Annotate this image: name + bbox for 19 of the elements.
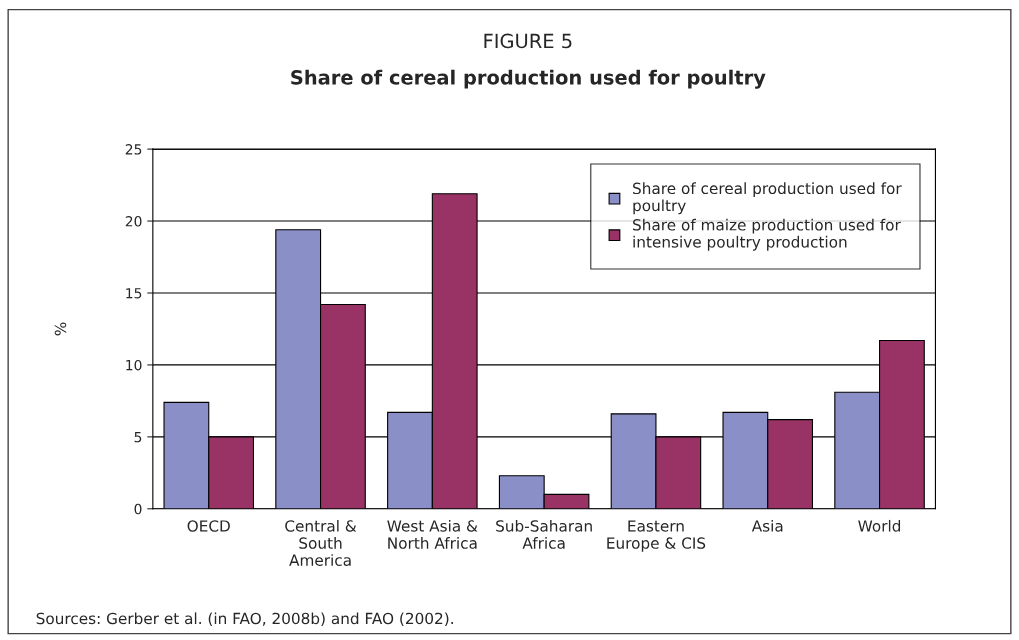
y-tick-label: 10	[126, 359, 142, 371]
y-tick-label: 5	[134, 432, 142, 443]
source-note: Sources: Gerber et al. (in FAO, 2008b) and FAO (2002).	[36, 612, 453, 627]
y-axis-title: %	[54, 322, 67, 336]
x-tick-label: World	[858, 519, 901, 532]
x-tick-label: Asia	[751, 519, 783, 532]
y-tick-label: 0	[134, 503, 142, 515]
legend-label: Share of cereal production used for poultry	[633, 182, 902, 215]
x-tick-label: Central & South America	[285, 519, 357, 566]
chart-subtitle: Share of cereal production used for poultry	[291, 69, 766, 89]
chart-title: FIGURE 5	[484, 33, 572, 49]
x-tick-label: West Asia & North Africa	[387, 519, 478, 549]
y-tick-label: 20	[125, 216, 142, 227]
x-tick-label: OECD	[187, 520, 230, 532]
x-tick-label: Eastern Europe & CIS	[607, 520, 706, 552]
y-tick-label: 25	[125, 144, 142, 155]
y-tick-label: 15	[126, 288, 142, 299]
x-tick-label: Sub-Saharan Africa	[496, 519, 592, 549]
legend-label: Share of maize production used for intensive poultry production	[633, 218, 901, 251]
